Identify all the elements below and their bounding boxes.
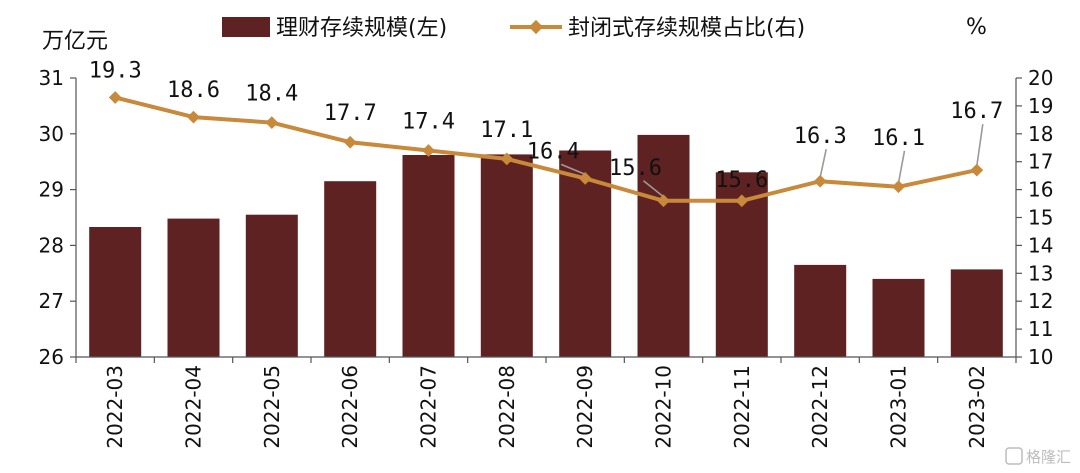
right-tick-label-10: 10 [1028,345,1053,369]
left-tick-label-28: 28 [39,233,64,257]
bar-2022-08 [480,154,533,357]
legend-bar-swatch [222,17,270,37]
x-label-2022-07: 2022-07 [417,365,441,449]
x-label-2022-04: 2022-04 [182,365,206,449]
right-tick-label-11: 11 [1028,317,1053,341]
right-tick-label-17: 17 [1028,150,1053,174]
x-label-2022-05: 2022-05 [260,365,284,449]
bars-layer [89,134,1003,357]
bar-2022-07 [402,155,455,357]
x-label-2022-10: 2022-10 [652,365,676,449]
g-logo-icon [1005,447,1023,465]
proportion-line [114,95,978,203]
leader-line-2022-10 [643,180,664,198]
data-label-2022-06: 17.7 [324,101,377,126]
left-tick-label-30: 30 [39,122,64,146]
right-tick-label-15: 15 [1028,206,1053,230]
bar-2022-03 [89,227,142,357]
x-label-2022-11: 2022-11 [730,365,754,449]
data-label-2022-08: 17.1 [480,118,533,143]
bar-2022-10 [637,134,690,357]
watermark-text: 格隆汇 [1026,448,1071,466]
left-tick-label-27: 27 [39,289,64,313]
line-point-2022-04 [187,110,200,124]
right-tick-label-16: 16 [1028,178,1053,202]
legend-line-label: 封闭式存续规模占比(右) [568,16,805,41]
bar-2022-06 [324,181,377,357]
leader-line-2023-01 [897,150,906,183]
data-label-2023-01: 16.1 [872,126,925,151]
leader-lines-layer [560,123,984,198]
data-label-2022-10: 15.6 [609,156,662,181]
legend: 理财存续规模(左) 封闭式存续规模占比(右) [222,16,805,41]
x-label-2022-12: 2022-12 [808,365,832,449]
data-label-2022-04: 18.6 [167,78,220,103]
data-labels-layer: 19.3 18.6 18.4 17.7 17.4 17.116.4 15.6 15.6 16.3… [89,59,1004,193]
data-label-2023-02: 16.7 [950,99,1003,124]
line-point-2022-03 [108,91,122,104]
line-point-2022-05 [265,116,279,129]
right-tick-label-14: 14 [1028,233,1053,257]
data-label-2022-03: 19.3 [89,59,142,84]
right-tick-label-19: 19 [1028,94,1053,118]
leader-line-2023-02 [976,123,984,167]
axes-layer: 26 27 28 29 30 31 10 11 12 13 14 15 16 17 18 19 20 2022-0… [39,66,1054,449]
bar-2023-02 [950,269,1003,357]
bar-2022-04 [167,218,220,357]
right-axis-unit: % [966,15,987,40]
left-tick-label-29: 29 [39,178,64,202]
data-label-2022-09: 16.4 [527,139,580,164]
right-tick-label-13: 13 [1028,261,1053,285]
line-point-2022-12 [813,174,827,188]
bar-2022-05 [245,214,298,357]
data-label-2022-11: 15.6 [715,168,768,193]
x-label-2022-06: 2022-06 [338,365,362,449]
left-axis-unit: 万亿元 [42,29,108,54]
data-label-2022-07: 17.4 [402,110,455,135]
data-label-2022-05: 18.4 [245,82,298,107]
line-point-2022-06 [343,135,357,149]
x-label-2022-08: 2022-08 [495,365,519,449]
leader-line-2022-09 [560,163,586,176]
line-point-2022-08 [500,152,514,166]
left-tick-label-31: 31 [39,66,64,90]
x-label-2022-09: 2022-09 [573,365,597,449]
legend-line-marker [528,19,544,35]
x-label-2023-02: 2023-02 [965,365,989,449]
leader-line-2022-12 [819,149,827,178]
x-label-2022-03: 2022-03 [103,365,127,449]
data-label-2022-12: 16.3 [794,124,847,149]
legend-bar-label: 理财存续规模(左) [276,16,447,41]
watermark: 格隆汇 [1005,447,1071,466]
line-point-2023-01 [892,180,905,194]
x-label-2023-01: 2023-01 [887,365,911,449]
line-point-2023-02 [970,163,984,177]
bar-2023-01 [872,278,925,357]
bar-2022-12 [794,264,847,357]
right-tick-label-18: 18 [1028,122,1053,146]
line-point-2022-07 [422,144,435,157]
left-tick-label-26: 26 [39,345,64,369]
right-tick-label-20: 20 [1028,66,1053,90]
right-tick-label-12: 12 [1028,289,1053,313]
